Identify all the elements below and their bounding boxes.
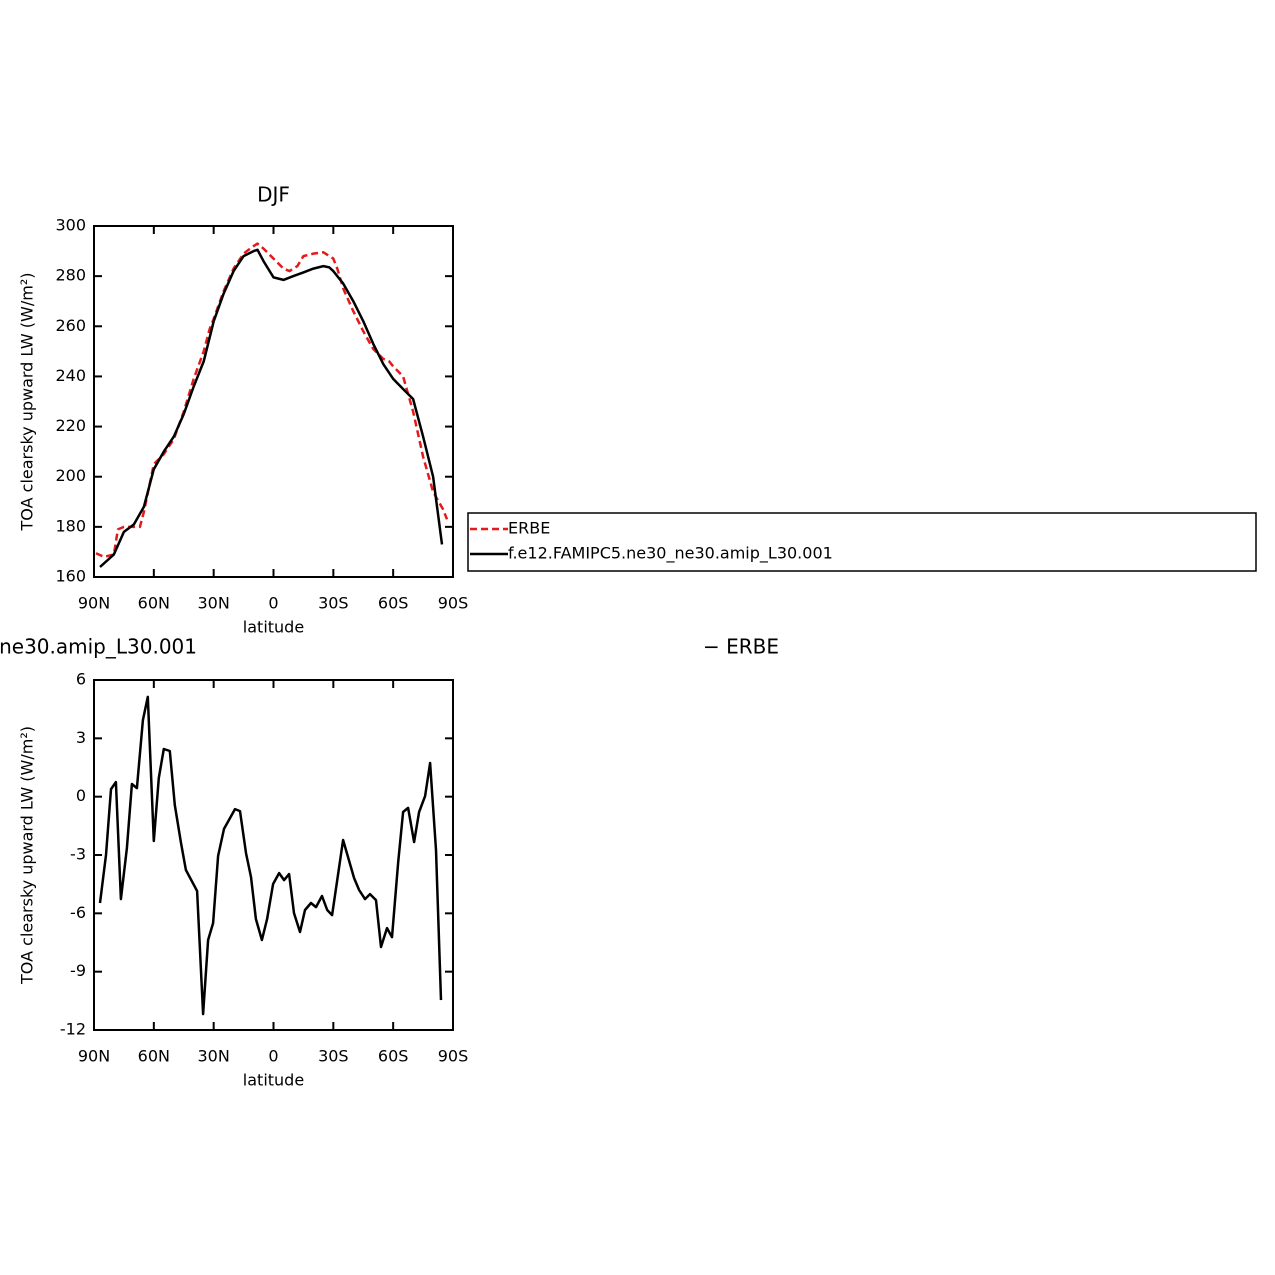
x-tick-label: 60S <box>378 1047 409 1066</box>
chart-title: − ERBE <box>703 635 779 659</box>
y-tick-label: 200 <box>55 466 86 485</box>
y-tick-label: 240 <box>55 366 86 385</box>
chart-title: f.e12.FAMIPC5.ne30_ne30.amip_L30.001 <box>0 635 197 659</box>
chart-title: DJF <box>257 183 290 207</box>
y-tick-label: 220 <box>55 416 86 435</box>
legend-box <box>467 512 1257 572</box>
y-axis-label: TOA clearsky upward LW (W/m²) <box>18 726 37 985</box>
legend-label: ERBE <box>508 519 550 538</box>
x-tick-label: 30N <box>198 594 230 613</box>
y-tick-label: 280 <box>55 266 86 285</box>
legend-label: f.e12.FAMIPC5.ne30_ne30.amip_L30.001 <box>508 544 833 564</box>
x-tick-label: 0 <box>268 594 278 613</box>
y-tick-label: 3 <box>76 728 86 747</box>
x-tick-label: 60N <box>138 594 170 613</box>
x-tick-label: 90S <box>438 594 469 613</box>
x-axis-label: latitude <box>243 1071 304 1090</box>
x-tick-label: 30S <box>318 1047 349 1066</box>
data-line <box>98 695 443 1016</box>
y-tick-label: 300 <box>55 216 86 235</box>
x-axis-label: latitude <box>243 618 304 637</box>
x-tick-label: 90N <box>78 594 110 613</box>
y-tick-label: 180 <box>55 516 86 535</box>
y-tick-label: -12 <box>60 1020 86 1039</box>
x-tick-label: 30S <box>318 594 349 613</box>
x-tick-label: 90S <box>438 1047 469 1066</box>
y-axis-label: TOA clearsky upward LW (W/m²) <box>18 273 37 532</box>
x-tick-label: 30N <box>198 1047 230 1066</box>
y-tick-label: -6 <box>70 903 86 922</box>
y-tick-label: 0 <box>76 786 86 805</box>
y-tick-label: 160 <box>55 567 86 586</box>
x-tick-label: 0 <box>268 1047 278 1066</box>
y-tick-label: -3 <box>70 845 86 864</box>
x-tick-label: 90N <box>78 1047 110 1066</box>
y-tick-label: -9 <box>70 961 86 980</box>
data-line <box>95 242 449 559</box>
y-tick-label: 260 <box>55 316 86 335</box>
x-tick-label: 60N <box>138 1047 170 1066</box>
y-tick-label: 6 <box>76 670 86 689</box>
data-line <box>99 248 444 568</box>
x-tick-label: 60S <box>378 594 409 613</box>
